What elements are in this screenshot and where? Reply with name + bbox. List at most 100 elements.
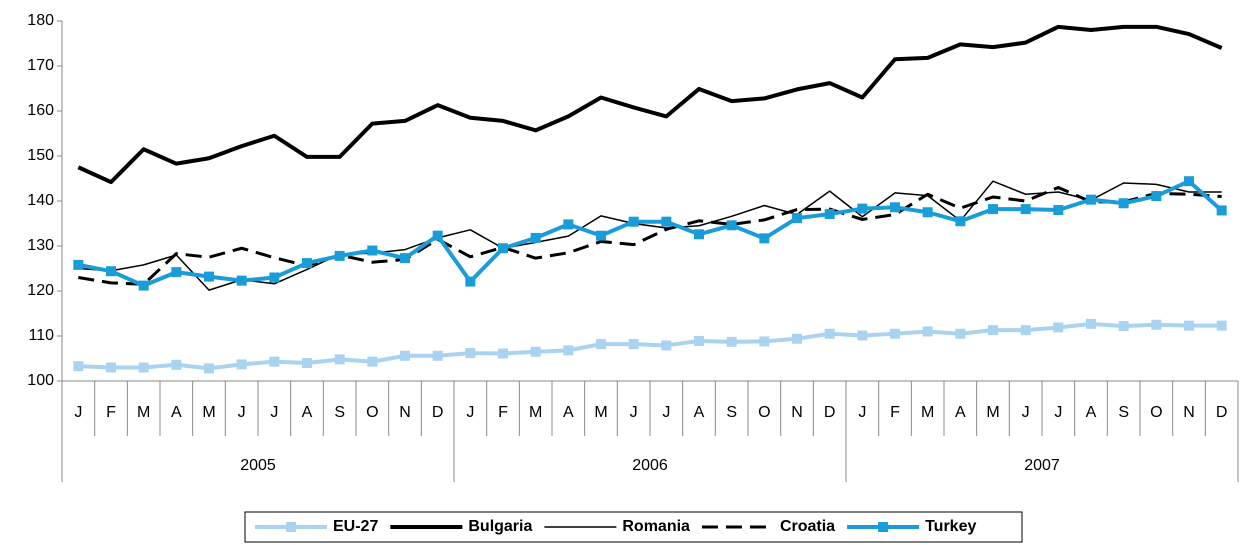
x-tick-label: A (1086, 404, 1097, 421)
series-line (77, 179, 1224, 288)
x-tick-label: J (238, 404, 246, 421)
data-point (988, 325, 998, 336)
y-tick-label: 170 (27, 57, 54, 74)
y-tick-label: 100 (27, 372, 54, 389)
data-point (171, 359, 182, 370)
legend-marker (878, 522, 889, 532)
data-point (922, 207, 933, 218)
data-point (596, 339, 606, 350)
y-tick-label: 180 (27, 12, 54, 29)
data-point (1184, 320, 1194, 331)
data-point (857, 330, 868, 341)
x-tick-label: O (758, 404, 770, 421)
x-tick-label: A (955, 404, 966, 421)
data-point (400, 253, 410, 264)
data-point (1216, 320, 1227, 331)
legend-label: Bulgaria (468, 518, 532, 535)
data-point (204, 271, 214, 282)
data-point (596, 230, 606, 241)
x-tick-label: A (563, 404, 574, 421)
data-point (106, 362, 116, 373)
series-line (78, 321, 1222, 371)
data-point (400, 350, 410, 361)
data-point (1151, 191, 1162, 202)
data-point (367, 245, 378, 256)
data-point (857, 203, 868, 214)
x-tick-label: S (1118, 404, 1129, 421)
data-point (73, 361, 84, 372)
data-point (465, 276, 476, 287)
legend-label: Turkey (925, 518, 976, 535)
x-tick-label: J (74, 404, 82, 421)
data-point (955, 328, 966, 339)
x-tick-label: D (824, 404, 836, 421)
x-tick-label: M (529, 404, 542, 421)
x-tick-label: N (399, 404, 411, 421)
data-point (498, 243, 508, 254)
legend-label: Croatia (780, 518, 835, 535)
x-tick-label: J (1054, 404, 1062, 421)
x-tick-label: O (1150, 404, 1162, 421)
x-tick-label: A (694, 404, 705, 421)
x-tick-label: J (466, 404, 474, 421)
data-point (726, 220, 737, 231)
x-tick-label: S (334, 404, 345, 421)
data-point (988, 204, 998, 215)
data-point (432, 230, 443, 241)
data-point (792, 213, 802, 224)
data-point (1053, 205, 1064, 215)
data-point (792, 333, 802, 344)
data-point (661, 216, 672, 227)
data-point (563, 219, 574, 230)
x-tick-label: S (726, 404, 737, 421)
data-point (530, 232, 541, 243)
data-point (628, 339, 639, 350)
data-point (236, 359, 247, 370)
data-point (694, 229, 704, 240)
y-tick-label: 130 (27, 237, 54, 254)
x-tick-label: M (986, 404, 999, 421)
y-tick-label: 120 (27, 282, 54, 299)
x-tick-label: N (791, 404, 803, 421)
y-tick-label: 110 (28, 327, 54, 344)
data-point (465, 348, 476, 359)
data-point (922, 326, 933, 337)
data-point (269, 272, 280, 283)
y-tick-label: 140 (27, 192, 54, 209)
legend-label: EU-27 (333, 518, 378, 535)
data-point (1216, 205, 1227, 216)
x-tick-label: M (202, 404, 215, 421)
data-point (302, 258, 312, 269)
series-line (78, 186, 1222, 286)
legend-label: Romania (622, 518, 690, 535)
data-point (694, 335, 704, 346)
data-point (106, 266, 116, 277)
x-tick-label: A (171, 404, 182, 421)
year-label: 2007 (1024, 457, 1060, 474)
data-point (661, 340, 672, 351)
data-point (1184, 176, 1194, 187)
x-tick-label: N (1183, 404, 1195, 421)
data-point (759, 336, 770, 347)
data-point (334, 250, 345, 261)
data-point (302, 358, 312, 368)
x-tick-label: M (137, 404, 150, 421)
x-tick-label: J (1022, 404, 1030, 421)
x-tick-label: J (630, 404, 638, 421)
data-point (138, 280, 149, 291)
x-tick-label: J (662, 404, 670, 421)
data-point (236, 275, 247, 286)
data-point (432, 350, 443, 361)
x-tick-label: O (366, 404, 378, 421)
data-point (759, 233, 770, 244)
data-point (1118, 321, 1129, 332)
x-tick-label: A (302, 404, 313, 421)
data-point (726, 336, 737, 347)
data-point (955, 216, 966, 227)
data-point (890, 202, 900, 213)
data-point (824, 328, 835, 339)
year-label: 2006 (632, 457, 668, 474)
data-point (530, 346, 541, 357)
x-tick-label: J (858, 404, 866, 421)
data-point (1086, 194, 1096, 205)
